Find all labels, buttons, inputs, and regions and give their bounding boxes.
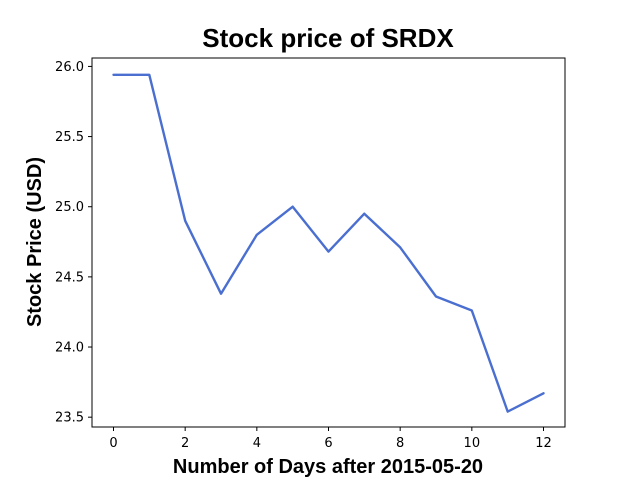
y-tick-label: 25.5 bbox=[55, 130, 84, 145]
y-axis: 23.5 24.0 24.5 25.0 25.5 26.0 bbox=[55, 60, 92, 426]
x-tick-label: 0 bbox=[109, 436, 117, 451]
y-tick-label: 26.0 bbox=[55, 60, 84, 75]
x-tick-label: 10 bbox=[464, 436, 481, 451]
y-tick-label: 24.0 bbox=[55, 341, 84, 356]
x-tick-label: 12 bbox=[535, 436, 552, 451]
x-axis: 0 2 4 6 8 10 12 bbox=[109, 427, 552, 451]
y-tick-label: 24.5 bbox=[55, 270, 84, 285]
series-line bbox=[112, 73, 545, 413]
x-axis-label: Number of Days after 2015-05-20 bbox=[173, 456, 483, 478]
x-tick-label: 8 bbox=[396, 436, 404, 451]
y-tick-label: 23.5 bbox=[55, 411, 84, 426]
x-tick-label: 2 bbox=[181, 436, 189, 451]
chart-title: Stock price of SRDX bbox=[202, 23, 454, 53]
y-tick-label: 25.0 bbox=[55, 200, 84, 215]
y-axis-label: Stock Price (USD) bbox=[24, 157, 46, 327]
x-tick-label: 4 bbox=[253, 436, 261, 451]
x-tick-label: 6 bbox=[324, 436, 332, 451]
